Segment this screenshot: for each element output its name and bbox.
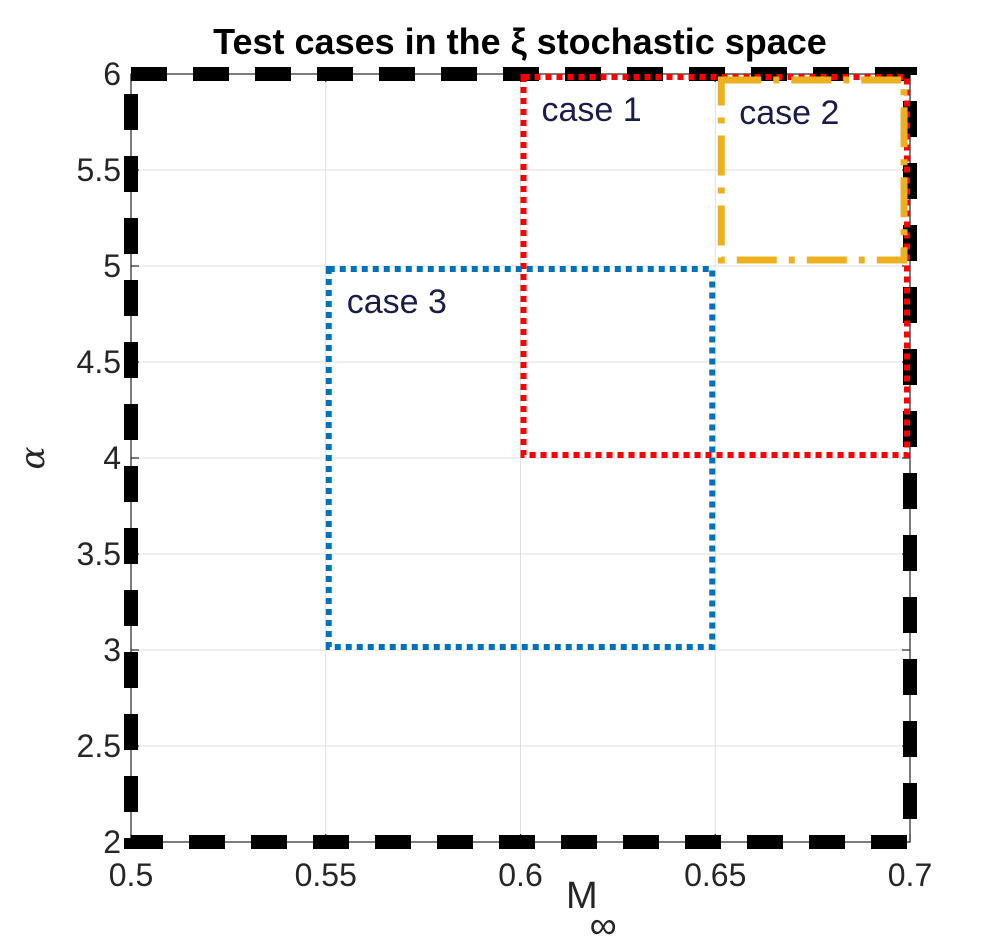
- case-label-case-1: case 1: [542, 91, 642, 129]
- y-ticks: 2 2.5 3 3.5 4 4.5 5 5.5 6: [77, 56, 910, 860]
- case-box-case-2: [717, 76, 908, 264]
- y-tick-label: 2: [103, 824, 121, 860]
- case-label-case-2: case 2: [739, 94, 839, 132]
- case-boxes: [124, 67, 917, 849]
- x-tick-label: 0.55: [295, 857, 357, 893]
- y-tick-label: 4: [103, 440, 121, 476]
- case-labels: case 1 case 2 case 3: [347, 91, 840, 321]
- y-tick-label: 5: [103, 248, 121, 284]
- case-box-case-1: [520, 74, 910, 458]
- y-tick-label: 3: [103, 632, 121, 668]
- x-ticks: 0.5 0.55 0.6 0.65 0.7: [109, 74, 932, 893]
- y-tick-label: 4.5: [77, 344, 121, 380]
- case-label-case-3: case 3: [347, 283, 447, 321]
- x-tick-label: 0.5: [109, 857, 153, 893]
- x-tick-label: 0.6: [498, 857, 542, 893]
- y-tick-label: 3.5: [77, 536, 121, 572]
- y-tick-label: 6: [103, 56, 121, 92]
- y-tick-label: 2.5: [77, 728, 121, 764]
- y-axis-label: α: [13, 446, 53, 469]
- chart-title: Test cases in the ξ stochastic space: [213, 21, 827, 62]
- x-tick-label: 0.7: [888, 857, 932, 893]
- case-box-case-3: [325, 266, 716, 650]
- x-axis-label: M ∞: [566, 875, 617, 947]
- y-tick-label: 5.5: [77, 152, 121, 188]
- x-tick-label: 0.65: [684, 857, 746, 893]
